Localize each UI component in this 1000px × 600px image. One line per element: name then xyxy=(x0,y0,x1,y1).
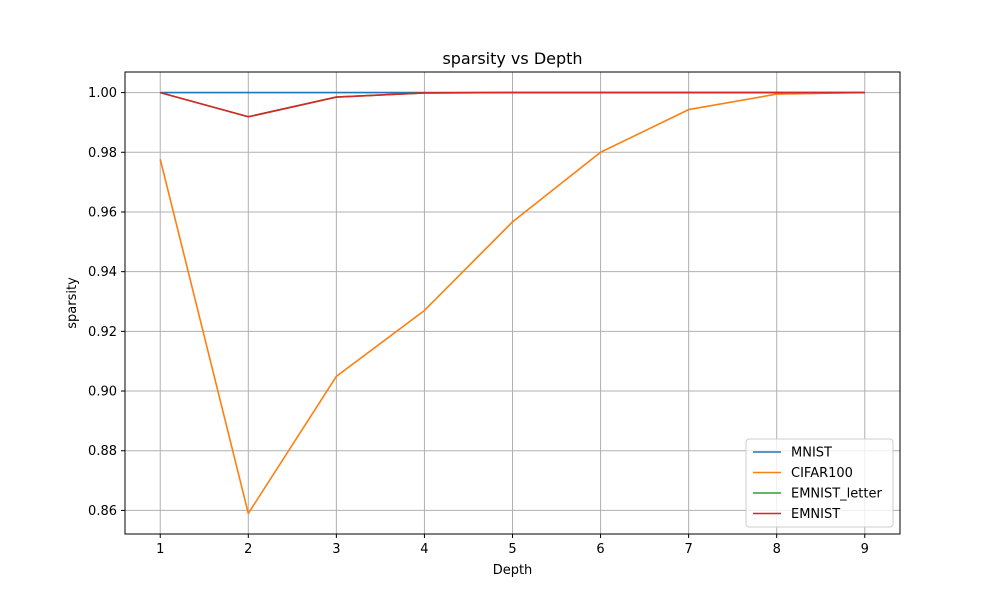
y-tick-label: 1.00 xyxy=(88,86,117,101)
x-tick-label: 2 xyxy=(244,542,252,557)
y-tick-label: 0.88 xyxy=(88,444,117,459)
x-tick-label: 5 xyxy=(508,542,516,557)
series-line-cifar100 xyxy=(159,91,865,515)
series-line-emnist xyxy=(160,91,865,118)
x-tick-label: 3 xyxy=(332,542,340,557)
x-tick-label: 9 xyxy=(861,542,869,557)
x-tick-label: 6 xyxy=(596,542,604,557)
y-tick-label: 0.98 xyxy=(88,146,117,161)
chart-title: sparsity vs Depth xyxy=(442,49,582,68)
x-tick-label: 4 xyxy=(420,542,428,557)
x-tick-label: 1 xyxy=(156,542,164,557)
series-lines xyxy=(159,91,865,515)
legend: MNIST CIFAR100 EMNIST_letter EMNIST xyxy=(745,438,894,528)
legend-label-mnist: MNIST xyxy=(791,446,832,461)
legend-label-emnist: EMNIST xyxy=(791,507,840,522)
x-axis-label: Depth xyxy=(493,563,533,578)
y-axis: 0.86 0.88 0.90 0.92 0.94 0.96 0.98 1.00 xyxy=(88,86,125,519)
y-axis-label: sparsity xyxy=(65,277,80,329)
y-tick-label: 0.90 xyxy=(88,385,117,400)
legend-label-emnist-letter: EMNIST_letter xyxy=(791,487,882,502)
y-tick-label: 0.86 xyxy=(88,504,117,519)
x-tick-label: 7 xyxy=(684,542,692,557)
x-axis: 1 2 3 4 5 6 7 8 9 xyxy=(156,534,869,557)
y-tick-label: 0.94 xyxy=(88,265,117,280)
legend-box xyxy=(745,438,894,528)
y-tick-label: 0.92 xyxy=(88,325,117,340)
x-tick-label: 8 xyxy=(773,542,781,557)
legend-label-cifar100: CIFAR100 xyxy=(791,466,853,481)
y-tick-label: 0.96 xyxy=(88,205,117,220)
